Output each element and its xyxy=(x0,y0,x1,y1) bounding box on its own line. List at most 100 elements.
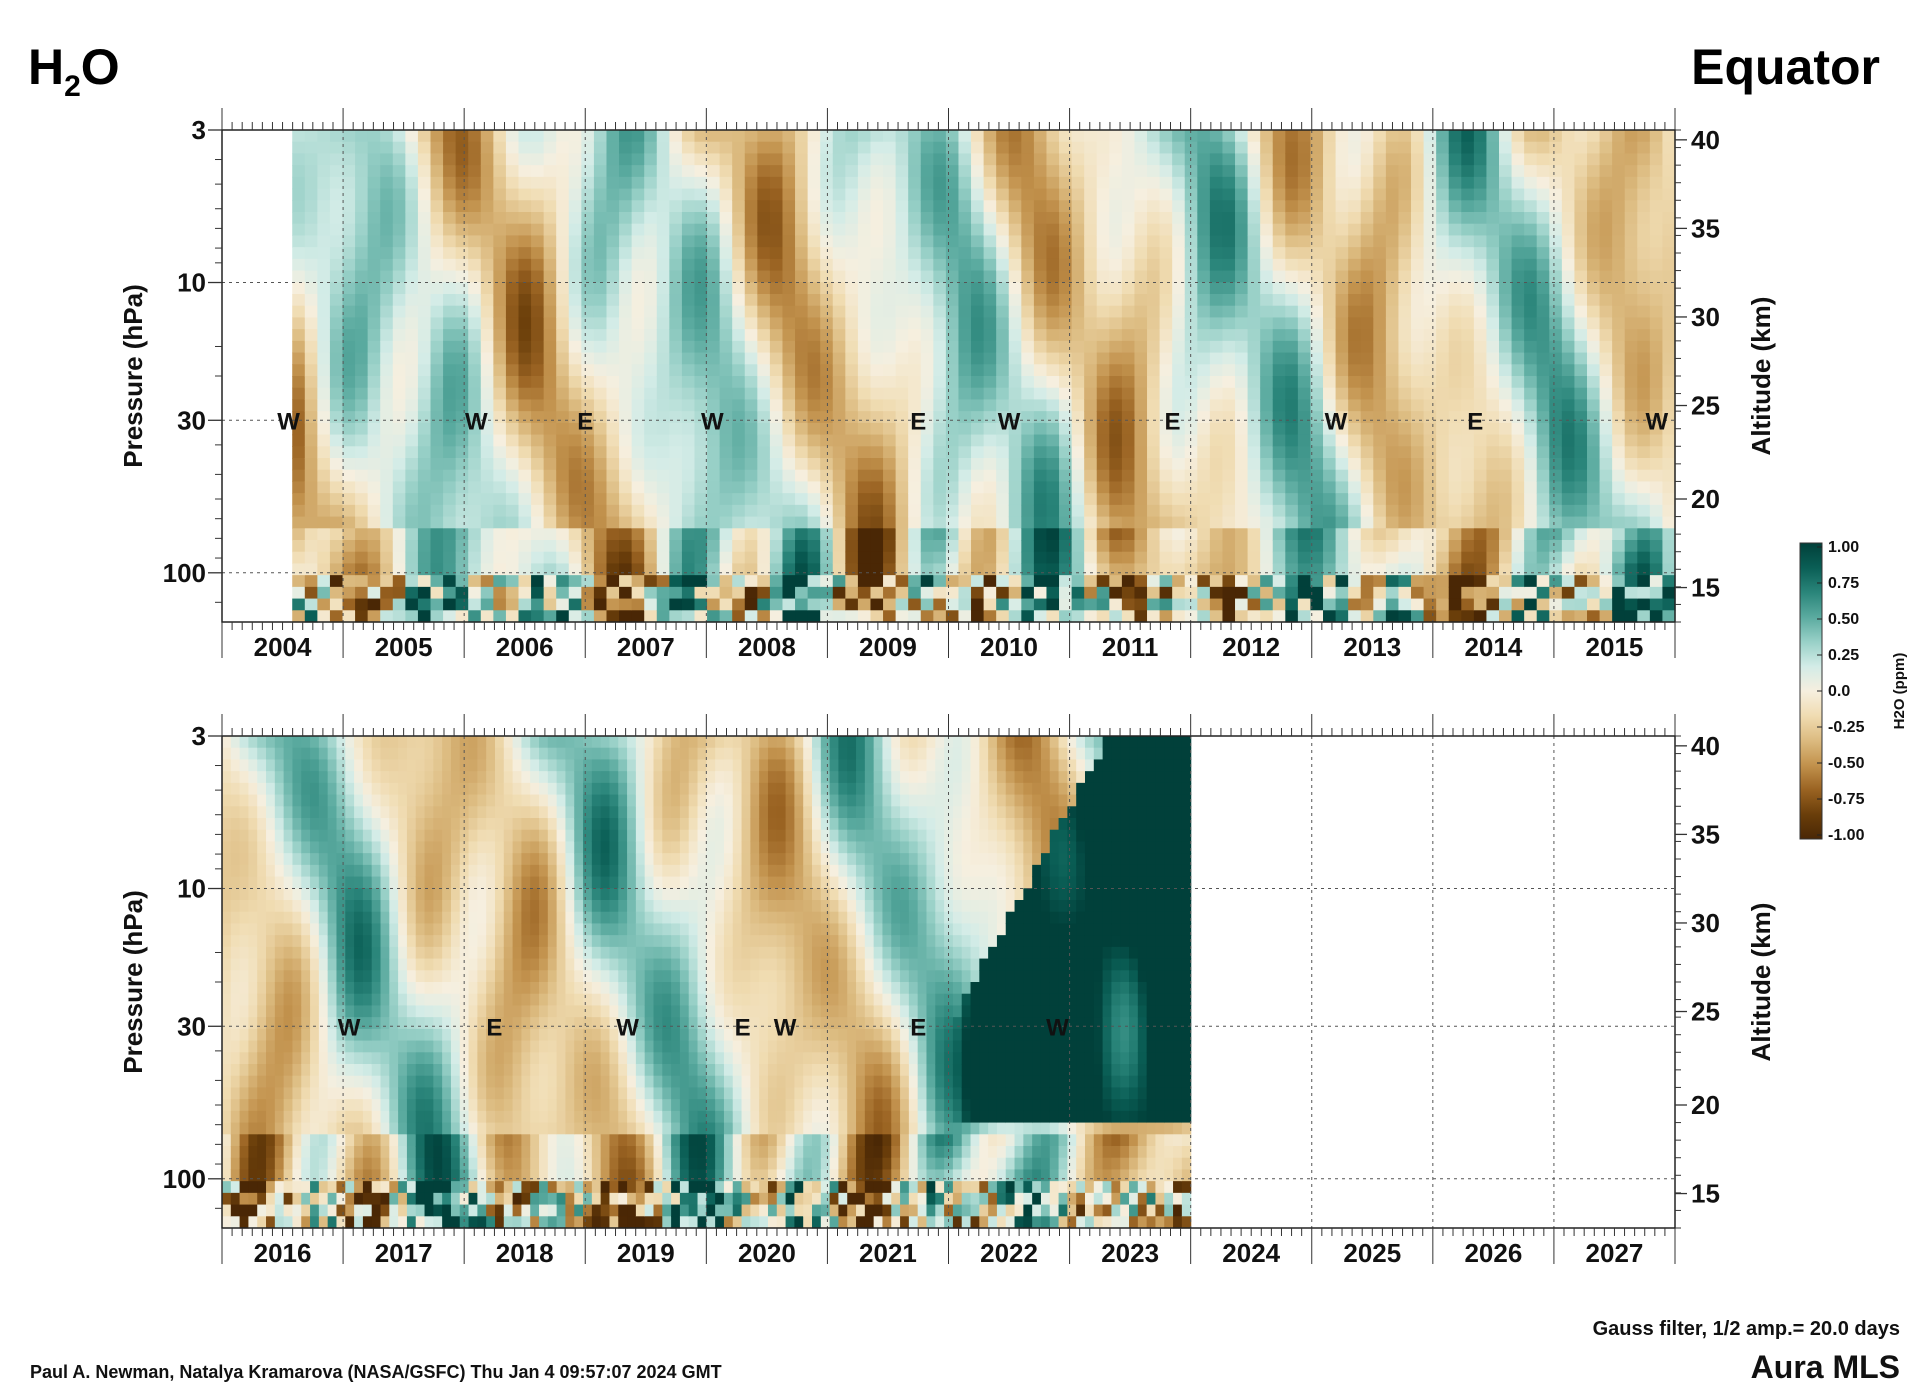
field-cell xyxy=(1021,469,1035,483)
field-cell xyxy=(1360,458,1374,471)
field-cell xyxy=(694,376,708,389)
field-cell xyxy=(1599,458,1613,471)
field-cell xyxy=(883,446,897,459)
field-cell xyxy=(908,540,922,553)
field-cell xyxy=(694,364,708,377)
field-cell xyxy=(1373,422,1387,436)
field-cell xyxy=(1172,563,1186,576)
field-cell xyxy=(732,376,746,389)
field-cell xyxy=(329,270,344,283)
field-cell xyxy=(606,411,620,424)
field-cell xyxy=(1624,329,1638,342)
field-cell xyxy=(1297,481,1312,494)
field-cell xyxy=(795,317,809,330)
field-cell xyxy=(1549,458,1563,471)
field-cell xyxy=(996,598,1010,611)
field-cell xyxy=(568,376,582,389)
field-cell xyxy=(480,176,494,190)
field-cell xyxy=(832,598,846,611)
field-cell xyxy=(1046,540,1060,553)
field-cell xyxy=(832,551,846,565)
field-cell xyxy=(1272,282,1286,295)
field-cell xyxy=(531,504,545,518)
field-cell xyxy=(744,551,758,565)
field-cell xyxy=(1197,422,1211,436)
field-cell xyxy=(920,235,934,248)
field-cell xyxy=(1235,458,1249,471)
field-cell xyxy=(807,575,821,588)
field-cell xyxy=(1033,563,1048,576)
field-cell xyxy=(518,294,532,307)
field-cell xyxy=(1624,610,1638,623)
field-cell xyxy=(593,188,608,201)
field-cell xyxy=(304,434,318,447)
field-cell xyxy=(1461,176,1475,190)
field-cell xyxy=(1473,586,1488,600)
field-cell xyxy=(1385,516,1400,529)
field-cell xyxy=(468,528,482,541)
field-cell xyxy=(795,282,809,295)
field-cell xyxy=(681,422,696,436)
field-cell xyxy=(480,282,494,295)
field-cell xyxy=(1360,176,1374,190)
field-cell xyxy=(1297,352,1312,365)
field-cell xyxy=(694,516,708,529)
field-cell xyxy=(1511,270,1525,283)
field-cell xyxy=(971,434,985,447)
field-cell xyxy=(958,481,972,494)
field-cell xyxy=(1033,493,1048,506)
field-cell xyxy=(329,329,344,342)
field-cell xyxy=(317,364,331,377)
field-cell xyxy=(1159,446,1173,459)
field-cell xyxy=(983,212,997,225)
field-cell xyxy=(543,258,557,272)
field-cell xyxy=(1172,212,1186,225)
field-cell xyxy=(694,141,708,155)
field-cell xyxy=(820,481,834,494)
field-cell xyxy=(933,352,947,365)
field-cell xyxy=(1235,481,1249,494)
field-cell xyxy=(367,376,381,389)
field-cell xyxy=(342,258,356,272)
field-cell xyxy=(1373,317,1387,330)
field-cell xyxy=(568,165,582,178)
field-cell xyxy=(606,493,620,506)
field-cell xyxy=(518,165,532,178)
field-cell xyxy=(367,340,381,354)
field-cell xyxy=(1423,411,1437,424)
field-cell xyxy=(1134,176,1148,190)
field-cell xyxy=(870,305,884,319)
field-cell xyxy=(971,340,985,354)
field-cell xyxy=(329,516,344,529)
field-cell xyxy=(1310,188,1324,201)
field-cell xyxy=(480,165,494,178)
field-cell xyxy=(656,493,670,506)
field-cell xyxy=(1473,469,1488,483)
field-cell xyxy=(920,528,934,541)
field-cell xyxy=(606,516,620,529)
field-cell xyxy=(719,469,733,483)
field-cell xyxy=(1511,528,1525,541)
field-cell xyxy=(782,340,796,354)
field-cell xyxy=(556,294,570,307)
field-cell xyxy=(694,575,708,588)
field-cell xyxy=(1624,188,1638,201)
field-cell xyxy=(732,598,746,611)
field-cell xyxy=(1235,153,1249,166)
field-cell xyxy=(1524,165,1538,178)
field-cell xyxy=(480,247,494,260)
field-cell xyxy=(1624,294,1638,307)
field-cell xyxy=(1511,223,1525,237)
field-cell xyxy=(543,516,557,529)
field-cell xyxy=(1486,422,1500,436)
field-cell xyxy=(920,247,934,260)
field-cell xyxy=(958,528,972,541)
field-cell xyxy=(857,516,872,529)
field-cell xyxy=(719,493,733,506)
field-cell xyxy=(958,446,972,459)
field-cell xyxy=(1662,141,1676,155)
field-cell xyxy=(656,247,670,260)
field-cell xyxy=(568,469,582,483)
field-cell xyxy=(1624,130,1638,143)
field-cell xyxy=(681,258,696,272)
